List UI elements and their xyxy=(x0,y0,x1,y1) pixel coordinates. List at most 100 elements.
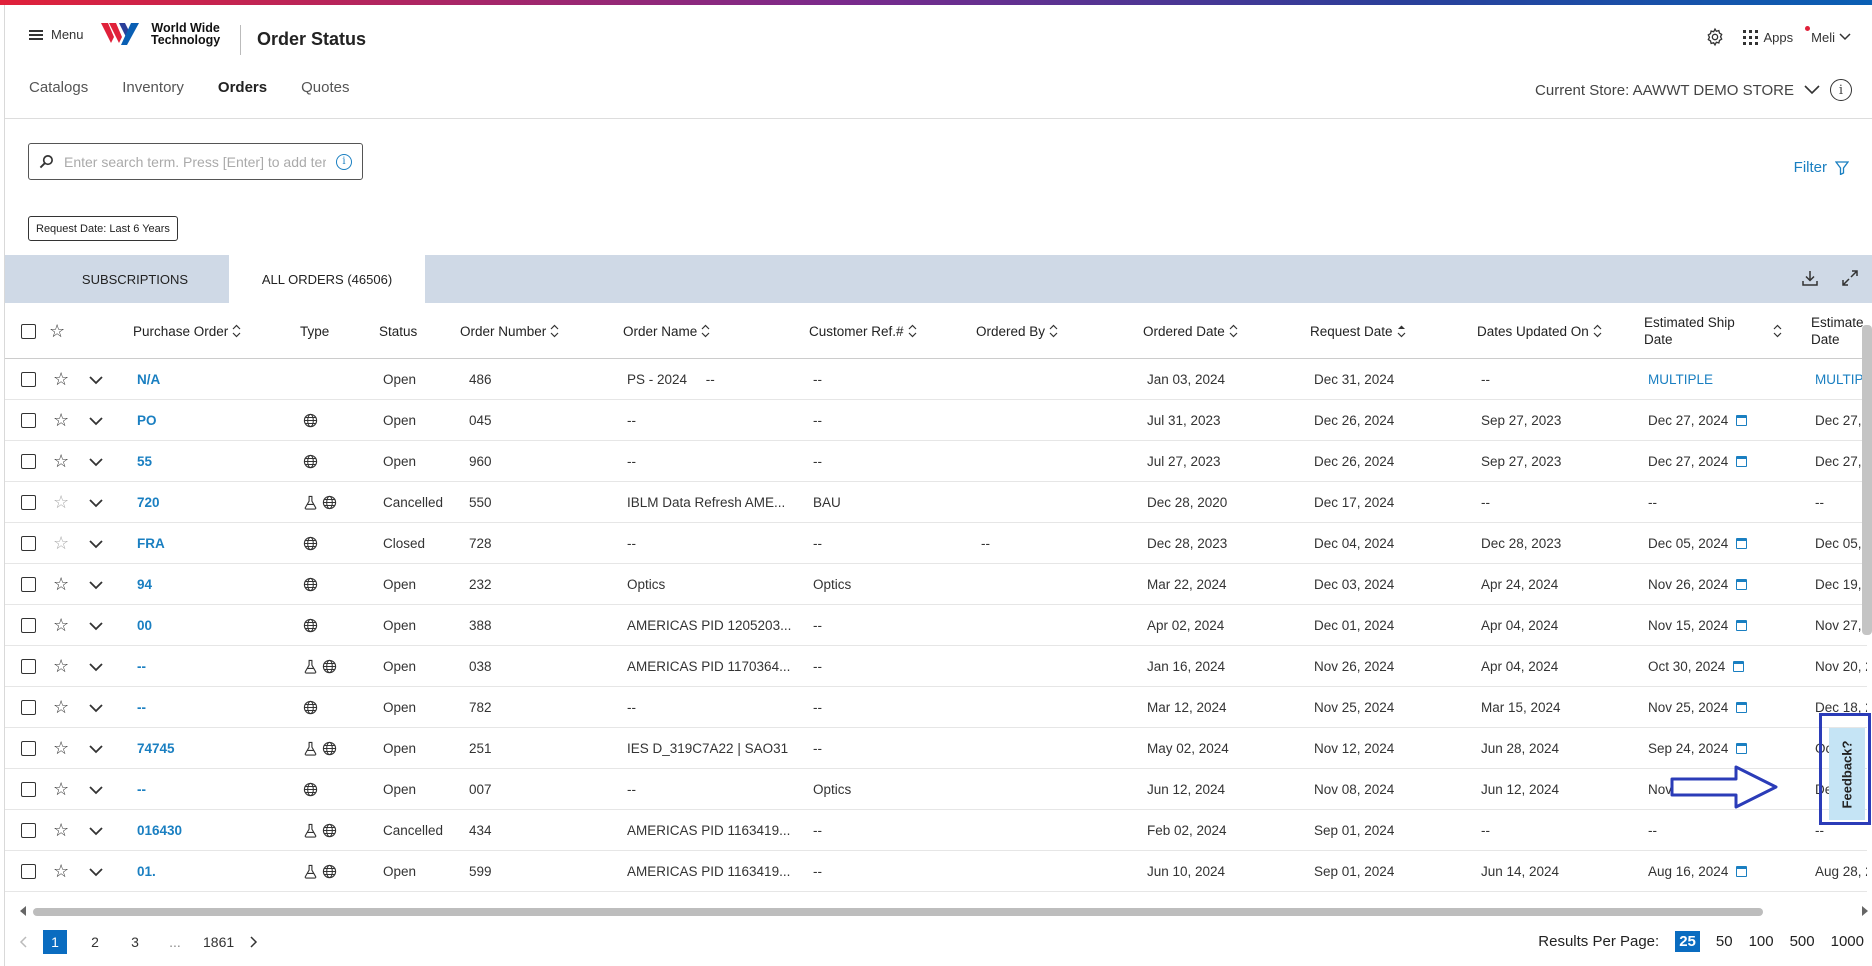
purchase-order-link[interactable]: -- xyxy=(137,659,146,674)
expand-row-chevron-icon[interactable] xyxy=(87,781,105,799)
calendar-icon[interactable] xyxy=(1736,456,1748,467)
col-ordered-date[interactable]: Ordered Date xyxy=(1143,303,1238,359)
expand-row-chevron-icon[interactable] xyxy=(87,658,105,676)
purchase-order-link[interactable]: N/A xyxy=(137,372,161,387)
purchase-order-link[interactable]: 720 xyxy=(137,495,160,510)
company-logo[interactable]: World Wide Technology xyxy=(101,21,220,47)
purchase-order-link[interactable]: -- xyxy=(137,700,146,715)
table-row[interactable]: ☆ 55 Open 960 -- -- Jul 27, 2023 Dec 26, 2024 Se… xyxy=(5,441,1867,482)
star-icon[interactable]: ☆ xyxy=(53,820,70,840)
star-icon[interactable]: ☆ xyxy=(53,697,70,717)
table-row[interactable]: ☆ -- Open 007 -- Optics Jun 12, 2024 Nov 08, 20… xyxy=(5,769,1867,810)
rpp-option-1000[interactable]: 1000 xyxy=(1830,933,1864,950)
row-checkbox[interactable] xyxy=(21,536,36,551)
purchase-order-link[interactable]: PO xyxy=(137,413,157,428)
purchase-order-link[interactable]: -- xyxy=(137,782,146,797)
chevron-left-icon[interactable] xyxy=(19,936,27,948)
user-menu[interactable]: Meli xyxy=(1805,25,1851,45)
rpp-option-50[interactable]: 50 xyxy=(1715,933,1733,950)
table-row[interactable]: ☆ 00 Open 388 AMERICAS PID 1205203... -- Apr 0… xyxy=(5,605,1867,646)
calendar-icon[interactable] xyxy=(1736,538,1748,549)
purchase-order-link[interactable]: 94 xyxy=(137,577,153,592)
download-icon[interactable] xyxy=(1801,269,1819,287)
row-checkbox[interactable] xyxy=(21,700,36,715)
expand-icon[interactable] xyxy=(1841,269,1859,287)
scroll-left-icon[interactable] xyxy=(19,906,27,916)
calendar-icon[interactable] xyxy=(1736,415,1748,426)
page-2[interactable]: 2 xyxy=(91,934,99,950)
star-icon[interactable]: ☆ xyxy=(53,779,70,799)
rpp-option-25[interactable]: 25 xyxy=(1675,931,1700,952)
page-3[interactable]: 3 xyxy=(131,934,139,950)
row-checkbox[interactable] xyxy=(21,454,36,469)
col-est-ship-date[interactable]: Estimated Ship Date xyxy=(1644,303,1782,359)
chevron-right-icon[interactable] xyxy=(250,936,258,948)
star-icon[interactable]: ☆ xyxy=(53,492,70,512)
info-icon[interactable]: i xyxy=(1830,79,1852,101)
table-row[interactable]: ☆ 01. Open 599 AMERICAS PID 1163419... -- Jun … xyxy=(5,851,1867,892)
calendar-icon[interactable] xyxy=(1736,620,1748,631)
calendar-icon[interactable] xyxy=(1736,866,1748,877)
search-info-icon[interactable]: i xyxy=(336,153,352,170)
feedback-tab[interactable]: Feedback? xyxy=(1829,728,1865,820)
col-dates-updated[interactable]: Dates Updated On xyxy=(1477,303,1602,359)
row-checkbox[interactable] xyxy=(21,864,36,879)
expand-row-chevron-icon[interactable] xyxy=(87,453,105,471)
expand-row-chevron-icon[interactable] xyxy=(87,535,105,553)
star-icon[interactable]: ☆ xyxy=(53,656,70,676)
col-ordered-by[interactable]: Ordered By xyxy=(976,303,1058,359)
star-icon[interactable]: ☆ xyxy=(53,861,70,881)
nav-orders[interactable]: Orders xyxy=(217,79,268,96)
select-all-checkbox[interactable] xyxy=(21,303,36,359)
table-row[interactable]: ☆ 94 Open 232 Optics Optics Mar 22, 2024 Dec 03… xyxy=(5,564,1867,605)
table-row[interactable]: ☆ N/A Open 486 PS - 2024 -- -- Jan 03, 2024 Dec… xyxy=(5,359,1867,400)
star-icon[interactable]: ☆ xyxy=(53,369,70,389)
filter-chip[interactable]: Request Date: Last 6 Years xyxy=(28,216,178,241)
tab-all-orders[interactable]: ALL ORDERS (46506) xyxy=(229,255,425,303)
purchase-order-link[interactable]: 00 xyxy=(137,618,153,633)
row-checkbox[interactable] xyxy=(21,372,36,387)
col-customer-ref[interactable]: Customer Ref.# xyxy=(809,303,917,359)
row-checkbox[interactable] xyxy=(21,577,36,592)
row-checkbox[interactable] xyxy=(21,782,36,797)
row-checkbox[interactable] xyxy=(21,495,36,510)
row-checkbox[interactable] xyxy=(21,413,36,428)
expand-row-chevron-icon[interactable] xyxy=(87,494,105,512)
gear-icon[interactable] xyxy=(1705,27,1725,47)
col-purchase-order[interactable]: Purchase Order xyxy=(133,303,241,359)
row-checkbox[interactable] xyxy=(21,618,36,633)
scrollbar-thumb[interactable] xyxy=(33,908,1763,916)
nav-quotes[interactable]: Quotes xyxy=(301,79,350,96)
expand-row-chevron-icon[interactable] xyxy=(87,822,105,840)
checkbox[interactable] xyxy=(21,323,36,339)
star-icon[interactable]: ☆ xyxy=(53,738,70,758)
col-request-date[interactable]: Request Date xyxy=(1310,303,1406,359)
nav-catalogs[interactable]: Catalogs xyxy=(29,79,89,96)
purchase-order-link[interactable]: 016430 xyxy=(137,823,183,838)
star-icon[interactable]: ☆ xyxy=(53,410,70,430)
table-row[interactable]: ☆ 720 Cancelled 550 IBLM Data Refresh AME...… xyxy=(5,482,1867,523)
horizontal-scrollbar[interactable] xyxy=(19,906,1869,916)
col-order-number[interactable]: Order Number xyxy=(460,303,559,359)
col-est-delivery-date[interactable]: Estimate Date xyxy=(1811,303,1864,359)
calendar-icon[interactable] xyxy=(1736,579,1748,590)
star-icon[interactable]: ☆ xyxy=(53,451,70,471)
page-last[interactable]: 1861 xyxy=(203,934,235,950)
col-order-name[interactable]: Order Name xyxy=(623,303,710,359)
page-1[interactable]: 1 xyxy=(43,930,67,954)
table-row[interactable]: ☆ PO Open 045 -- -- Jul 31, 2023 Dec 26, 2024 Se… xyxy=(5,400,1867,441)
expand-row-chevron-icon[interactable] xyxy=(87,699,105,717)
expand-row-chevron-icon[interactable] xyxy=(87,740,105,758)
star-icon[interactable]: ☆ xyxy=(53,533,70,553)
favorite-all[interactable]: ☆ xyxy=(49,303,65,359)
expand-row-chevron-icon[interactable] xyxy=(87,576,105,594)
nav-inventory[interactable]: Inventory xyxy=(122,79,184,96)
star-icon[interactable]: ☆ xyxy=(53,574,70,594)
calendar-icon[interactable] xyxy=(1733,661,1745,672)
menu-button[interactable]: Menu xyxy=(29,27,84,42)
store-selector[interactable]: Current Store: AAWWT DEMO STORE i xyxy=(1535,79,1852,101)
rpp-option-500[interactable]: 500 xyxy=(1789,933,1815,950)
table-row[interactable]: ☆ -- Open 038 AMERICAS PID 1170364... -- Jan 1… xyxy=(5,646,1867,687)
purchase-order-link[interactable]: 01. xyxy=(137,864,156,879)
row-checkbox[interactable] xyxy=(21,659,36,674)
